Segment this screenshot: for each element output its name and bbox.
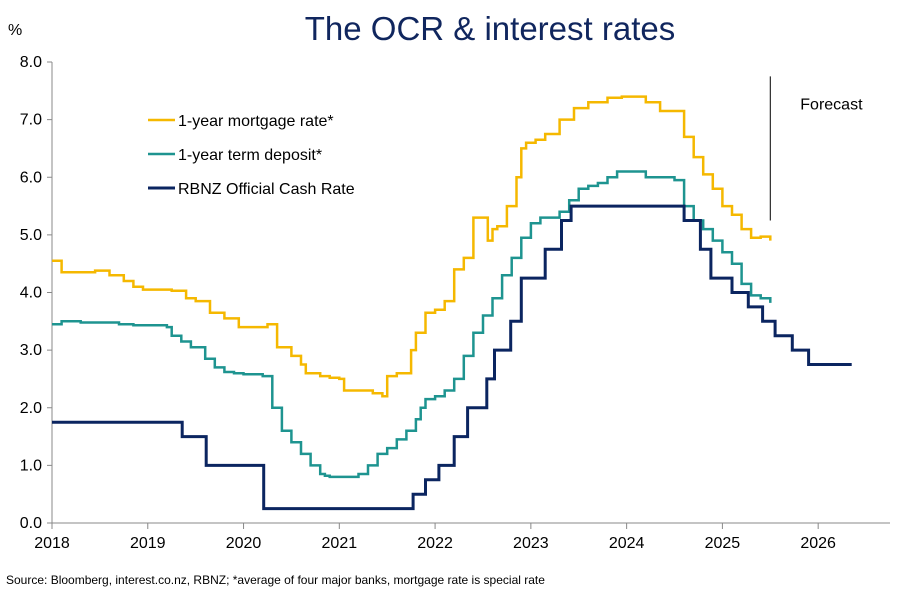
x-tick-label: 2026 [800,535,836,552]
y-tick-label: 7.0 [20,112,42,129]
y-tick-label: 6.0 [20,169,42,186]
y-tick-label: 5.0 [20,227,42,244]
y-axis-unit-label: % [8,22,22,39]
series-layer [52,95,852,511]
x-tick-label: 2022 [417,535,453,552]
y-tick-label: 3.0 [20,342,42,359]
legend-label: RBNZ Official Cash Rate [178,181,355,198]
forecast-annotation: Forecast [769,76,863,221]
series-line-3 [52,204,852,511]
y-tick-label: 8.0 [20,54,42,71]
source-note: Source: Bloomberg, interest.co.nz, RBNZ;… [6,573,545,587]
y-tick-label: 1.0 [20,457,42,474]
chart-title: The OCR & interest rates [305,10,675,47]
x-tick-label: 2020 [226,535,262,552]
legend-label: 1-year mortgage rate* [178,113,334,130]
forecast-label: Forecast [800,96,863,113]
y-tick-label: 2.0 [20,400,42,417]
y-tick-label: 0.0 [20,515,42,532]
x-axis: 2018 2019 2020 2021 2022 2023 2024 2025 2026 [34,522,890,552]
legend-label: 1-year term deposit* [178,147,322,164]
x-tick-label: 2025 [705,535,741,552]
x-tick-label: 2024 [609,535,645,552]
y-tick-label: 4.0 [20,285,42,302]
series-line-1 [52,95,772,398]
x-tick-label: 2023 [513,535,549,552]
y-axis: 0.0 1.0 2.0 3.0 4.0 5.0 6.0 7.0 8.0 [20,54,53,532]
x-tick-label: 2021 [322,535,358,552]
series-line-2 [52,170,772,479]
x-tick-label: 2019 [130,535,166,552]
x-tick-label: 2018 [34,535,70,552]
legend: 1-year mortgage rate* 1-year term deposit… [148,113,355,198]
